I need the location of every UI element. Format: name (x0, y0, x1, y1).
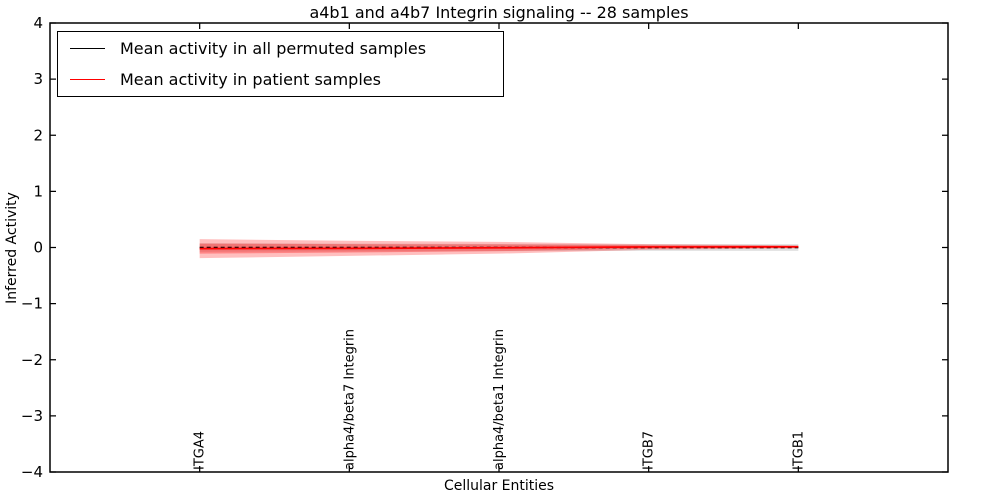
y-tick-label: 1 (33, 182, 43, 200)
y-axis-label: Inferred Activity (4, 192, 20, 304)
y-tick-label: −2 (21, 351, 43, 369)
y-tick-label: −4 (21, 463, 43, 481)
x-tick-label: ITGB1 (791, 431, 806, 470)
x-tick-label: ITGA4 (193, 431, 208, 470)
x-tick-label: alpha4/beta7 Integrin (342, 329, 357, 470)
patient-mean-line (199, 245, 799, 250)
x-tick-label: ITGB7 (642, 431, 657, 470)
x-tick-label: alpha4/beta1 Integrin (492, 329, 507, 470)
legend: Mean activity in all permuted samples Me… (57, 31, 504, 97)
legend-line-sample-red (70, 79, 105, 81)
legend-label: Mean activity in patient samples (120, 70, 381, 90)
legend-label: Mean activity in all permuted samples (120, 38, 427, 58)
legend-line-sample-black (70, 47, 105, 49)
y-tick-label: 2 (33, 126, 43, 144)
y-tick-label: 3 (33, 70, 43, 88)
legend-entry-permuted: Mean activity in all permuted samples (58, 33, 503, 64)
y-tick-label: 4 (33, 14, 43, 32)
y-tick-label: −1 (21, 295, 43, 313)
y-tick-label: 0 (33, 239, 43, 257)
y-tick-label: −3 (21, 407, 43, 425)
chart-title: a4b1 and a4b7 Integrin signaling -- 28 s… (309, 3, 689, 22)
x-axis-label: Cellular Entities (443, 478, 555, 494)
legend-entry-patient: Mean activity in patient samples (58, 64, 503, 95)
